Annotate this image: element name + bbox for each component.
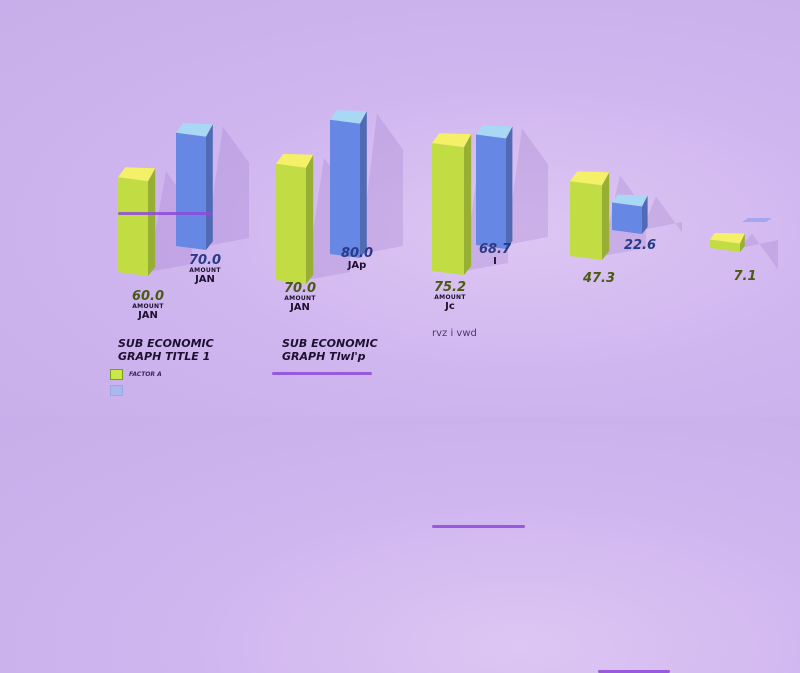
bar-shadow bbox=[360, 113, 403, 254]
bar-front bbox=[476, 134, 506, 249]
group-title: rvz i vwd bbox=[432, 328, 477, 339]
value-label: 70.0 bbox=[188, 253, 222, 268]
amount-label: AMOUNT bbox=[434, 294, 466, 301]
category-label: JAN bbox=[195, 274, 215, 285]
value-label: 70.0 bbox=[283, 281, 317, 296]
value-label: 75.2 bbox=[433, 280, 467, 295]
bar-front bbox=[612, 202, 642, 234]
bar-series1-group3 bbox=[432, 133, 472, 275]
bar-series1-group1 bbox=[118, 167, 156, 276]
group-divider bbox=[272, 372, 372, 375]
bar-front bbox=[276, 163, 306, 284]
bar-series2-group3 bbox=[476, 125, 513, 249]
bar-front bbox=[330, 119, 360, 258]
bar-top bbox=[612, 194, 648, 207]
category-label: JAp bbox=[347, 260, 367, 271]
bar-side bbox=[506, 126, 513, 249]
bar-series1-group5 bbox=[710, 232, 745, 252]
bar-side bbox=[306, 154, 314, 284]
amount-label: AMOUNT bbox=[132, 303, 164, 310]
group-title: SUB ECONOMIC GRAPH TITLE 1 bbox=[118, 337, 214, 363]
legend-label-factor-a: FACTOR A bbox=[129, 371, 162, 378]
bar-series2-group4 bbox=[612, 194, 648, 234]
legend-swatch-factor-a bbox=[110, 369, 123, 380]
amount-label: AMOUNT bbox=[189, 267, 221, 274]
bar-shadow bbox=[642, 196, 682, 233]
legend-swatch-factor-b bbox=[110, 385, 123, 396]
bar-footprint bbox=[742, 218, 772, 222]
bar-side bbox=[464, 134, 472, 275]
bar-side bbox=[206, 124, 213, 250]
group-title: SUB ECONOMIC GRAPH Tlwl'p bbox=[282, 337, 378, 363]
bar-top bbox=[432, 133, 472, 148]
category-label: I bbox=[493, 256, 497, 267]
amount-label: AMOUNT bbox=[284, 295, 316, 302]
category-label: JAN bbox=[290, 302, 310, 313]
value-label: 60.0 bbox=[131, 289, 165, 304]
legend-item-factor-b bbox=[110, 385, 129, 396]
value-label: 80.0 bbox=[340, 246, 374, 261]
bar-shadow bbox=[740, 233, 778, 270]
value-label: 47.3 bbox=[582, 271, 616, 286]
bar-side bbox=[148, 168, 156, 276]
bar-top bbox=[710, 232, 745, 244]
value-label: 68.7 bbox=[478, 242, 512, 257]
bar-top bbox=[276, 153, 314, 168]
group-divider bbox=[118, 212, 212, 215]
bar-series1-group4 bbox=[570, 171, 610, 260]
bar-front bbox=[176, 132, 206, 250]
group-divider bbox=[432, 525, 525, 528]
bar-side bbox=[360, 111, 367, 258]
category-label: JAN bbox=[138, 310, 158, 321]
legend-item-factor-a: FACTOR A bbox=[110, 369, 162, 380]
bar-series2-group5 bbox=[742, 218, 772, 222]
bar-shadow bbox=[506, 128, 548, 245]
bar-side bbox=[642, 195, 648, 234]
bar-top bbox=[118, 167, 156, 182]
category-label: Jc bbox=[445, 301, 455, 312]
bar-front bbox=[432, 143, 464, 275]
bar-top bbox=[330, 110, 367, 124]
bar-top bbox=[176, 123, 213, 137]
bar-front bbox=[570, 181, 602, 260]
bar-top bbox=[570, 171, 610, 186]
bar-front bbox=[118, 177, 148, 276]
bar-series2-group2 bbox=[330, 110, 367, 258]
bar-series2-group1 bbox=[176, 123, 213, 250]
bar-series1-group2 bbox=[276, 153, 314, 284]
bar-side bbox=[602, 172, 610, 260]
value-label: 22.6 bbox=[623, 238, 657, 253]
bar-shadow bbox=[206, 126, 249, 246]
bar-side bbox=[740, 233, 745, 252]
chart-area bbox=[118, 110, 778, 284]
bar-front bbox=[710, 239, 740, 252]
bar-top bbox=[476, 125, 513, 139]
value-label: 7.1 bbox=[733, 269, 757, 284]
